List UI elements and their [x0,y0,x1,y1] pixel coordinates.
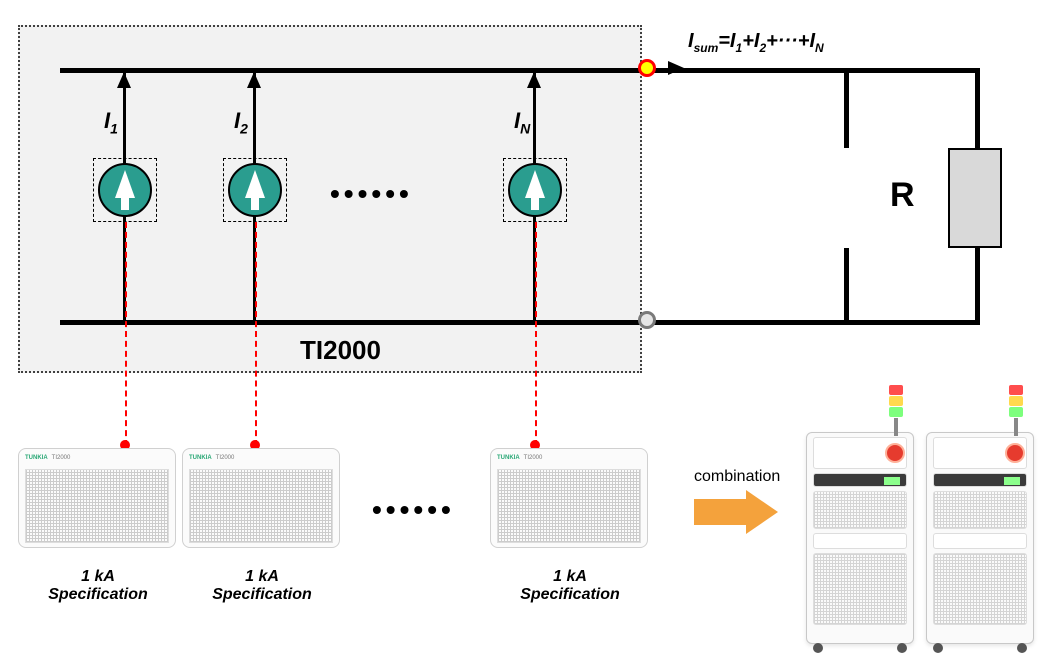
chassis-n: TUNKIATI2000 [490,448,648,548]
wire-r-top [844,73,849,148]
red-dash-1 [125,222,127,446]
ellipsis-circuit: •••••• [330,178,413,210]
spec-label-2: 1 kASpecification [182,568,342,604]
combination-label: combination [694,468,780,486]
wire-bottom-bus [60,320,980,325]
arrow-branch-n [527,72,541,88]
spec-label-1: 1 kASpecification [18,568,178,604]
combination-arrow-icon [694,490,778,534]
node-bottom [638,311,656,329]
light-stack-icon [1009,385,1023,436]
source-2 [228,163,282,217]
rack-1 [806,432,914,644]
ellipsis-chassis: •••••• [372,494,455,526]
chassis-2: TUNKIATI2000 [182,448,340,548]
emergency-stop-icon [1005,443,1025,463]
current-label-n: IN [514,108,530,136]
arrow-branch-2 [247,72,261,88]
arrow-sum [668,61,684,75]
source-n [508,163,562,217]
node-top [638,59,656,77]
current-label-1: I1 [104,108,118,136]
light-stack-icon [889,385,903,436]
wire-r-bot [844,248,849,320]
source-1 [98,163,152,217]
arrow-branch-1 [117,72,131,88]
sum-equation: Isum=I1+I2+···+IN [688,30,824,55]
emergency-stop-icon [885,443,905,463]
red-dash-2 [255,222,257,446]
wire-left-close-top [60,68,65,72]
ti2000-label: TI2000 [300,335,381,366]
resistor-label: R [890,176,915,215]
chassis-1: TUNKIATI2000 [18,448,176,548]
rack-2 [926,432,1034,644]
wire-top-bus [60,68,980,73]
spec-label-n: 1 kASpecification [490,568,650,604]
red-dash-n [535,222,537,446]
current-label-2: I2 [234,108,248,136]
